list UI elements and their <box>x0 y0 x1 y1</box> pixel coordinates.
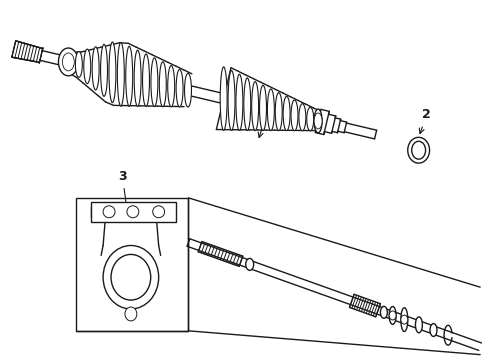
Ellipse shape <box>298 104 305 131</box>
Polygon shape <box>12 41 42 62</box>
Ellipse shape <box>220 67 226 130</box>
Ellipse shape <box>400 315 407 324</box>
Ellipse shape <box>407 137 428 163</box>
Ellipse shape <box>184 73 191 107</box>
Ellipse shape <box>83 49 91 84</box>
Text: 2: 2 <box>418 108 430 134</box>
Ellipse shape <box>313 113 322 129</box>
Ellipse shape <box>159 62 166 107</box>
Ellipse shape <box>125 46 132 106</box>
Ellipse shape <box>290 100 297 131</box>
Ellipse shape <box>134 50 141 107</box>
Ellipse shape <box>75 51 82 77</box>
Ellipse shape <box>59 48 78 76</box>
Ellipse shape <box>227 71 235 130</box>
Bar <box>76 198 188 331</box>
Ellipse shape <box>267 89 274 131</box>
Ellipse shape <box>259 85 266 131</box>
Ellipse shape <box>101 44 107 96</box>
Ellipse shape <box>109 42 116 103</box>
Ellipse shape <box>176 69 183 107</box>
Ellipse shape <box>251 82 258 131</box>
Ellipse shape <box>151 58 158 107</box>
Text: 1: 1 <box>258 104 272 138</box>
Ellipse shape <box>388 306 395 324</box>
Ellipse shape <box>111 255 150 300</box>
Ellipse shape <box>152 206 164 218</box>
Text: 3: 3 <box>118 170 128 209</box>
Ellipse shape <box>245 258 253 270</box>
Ellipse shape <box>306 107 313 131</box>
Ellipse shape <box>117 42 124 106</box>
Ellipse shape <box>103 246 158 309</box>
Ellipse shape <box>313 109 322 133</box>
Ellipse shape <box>92 47 99 90</box>
Ellipse shape <box>275 93 282 131</box>
Ellipse shape <box>244 78 250 131</box>
Ellipse shape <box>235 74 243 130</box>
Ellipse shape <box>400 308 407 332</box>
Ellipse shape <box>62 53 74 71</box>
Ellipse shape <box>142 54 149 107</box>
Ellipse shape <box>283 96 289 131</box>
Ellipse shape <box>388 311 395 320</box>
Ellipse shape <box>167 66 174 107</box>
Ellipse shape <box>103 206 115 218</box>
Ellipse shape <box>429 324 436 337</box>
Ellipse shape <box>411 141 425 159</box>
Ellipse shape <box>314 111 321 131</box>
Polygon shape <box>91 202 175 222</box>
Ellipse shape <box>124 307 137 321</box>
Ellipse shape <box>380 306 386 318</box>
Ellipse shape <box>415 317 422 333</box>
Ellipse shape <box>127 206 139 218</box>
